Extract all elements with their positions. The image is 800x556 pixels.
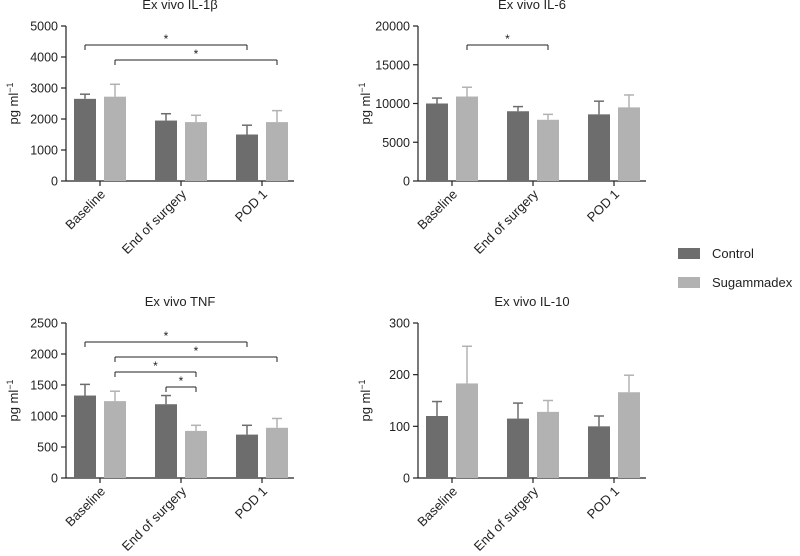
- significance-star: *: [153, 359, 158, 373]
- bar-sugammadex-1: [104, 401, 126, 478]
- chart-title: Ex vivo IL-10: [494, 294, 569, 309]
- bar-control-2: [155, 120, 177, 181]
- x-tick-label: POD 1: [584, 187, 622, 225]
- y-axis-label: pg ml−1: [5, 82, 21, 124]
- bar-control-3: [236, 434, 258, 478]
- y-tick-label: 2000: [30, 348, 58, 362]
- legend-item-sugammadex: Sugammadex: [678, 272, 800, 292]
- legend-label-control: Control: [712, 245, 754, 261]
- y-tick-label: 1500: [30, 379, 58, 393]
- x-tick-label: POD 1: [232, 187, 270, 225]
- y-tick-label: 5000: [30, 20, 58, 34]
- bar-control-2: [507, 418, 529, 478]
- y-tick-label: 4000: [30, 51, 58, 65]
- bar-sugammadex-2: [185, 122, 207, 181]
- y-axis-label: pg ml−1: [357, 379, 373, 421]
- y-tick-label: 20000: [375, 20, 410, 34]
- x-tick-label: Baseline: [414, 187, 460, 233]
- y-tick-label: 200: [389, 368, 410, 382]
- significance-star: *: [505, 32, 510, 46]
- bar-control-3: [236, 134, 258, 181]
- y-tick-label: 1000: [30, 410, 58, 424]
- bar-sugammadex-3: [618, 392, 640, 478]
- bar-sugammadex-2: [185, 430, 207, 478]
- x-tick-label: End of surgery: [119, 483, 190, 554]
- bar-sugammadex-2: [537, 411, 559, 478]
- x-tick-label: Baseline: [414, 484, 460, 530]
- x-tick-label: POD 1: [232, 484, 270, 522]
- x-tick-label: End of surgery: [471, 186, 542, 257]
- significance-star: *: [194, 344, 199, 358]
- y-tick-label: 15000: [375, 58, 410, 72]
- bar-sugammadex-2: [537, 119, 559, 181]
- y-tick-label: 3000: [30, 82, 58, 96]
- y-axis-label: pg ml−1: [5, 379, 21, 421]
- bar-sugammadex-1: [456, 383, 478, 478]
- bar-control-2: [507, 111, 529, 181]
- bar-sugammadex-3: [266, 427, 288, 478]
- y-tick-label: 5000: [382, 136, 410, 150]
- y-tick-label: 0: [51, 175, 58, 189]
- bar-sugammadex-1: [104, 96, 126, 181]
- chart-panel-4: Ex vivo IL-10 pg ml−1 0 100 200 300 Baseline En…: [357, 294, 646, 554]
- bar-control-1: [74, 98, 96, 181]
- bar-sugammadex-3: [266, 122, 288, 181]
- chart-panel-1: Ex vivo IL-1β pg ml−1 0 1000 2000 3000 4000 500…: [5, 0, 294, 257]
- y-tick-label: 2000: [30, 113, 58, 127]
- y-tick-label: 300: [389, 317, 410, 331]
- legend-swatch-sugammadex: [678, 276, 700, 288]
- y-tick-label: 0: [403, 175, 410, 189]
- y-tick-label: 500: [37, 441, 58, 455]
- bar-control-3: [588, 426, 610, 478]
- significance-star: *: [179, 374, 184, 388]
- significance-star: *: [194, 47, 199, 61]
- y-tick-label: 100: [389, 420, 410, 434]
- y-tick-label: 0: [403, 472, 410, 486]
- chart-title: Ex vivo TNF: [145, 294, 216, 309]
- legend-item-control: Control: [678, 243, 800, 263]
- significance-star: *: [164, 329, 169, 343]
- significance-star: *: [164, 32, 169, 46]
- bar-control-1: [426, 103, 448, 181]
- legend-swatch-control: [678, 247, 700, 259]
- bar-control-2: [155, 404, 177, 478]
- x-tick-label: Baseline: [62, 484, 108, 530]
- bar-control-1: [74, 395, 96, 478]
- y-tick-label: 0: [51, 472, 58, 486]
- legend-label-sugammadex: Sugammadex: [712, 274, 793, 290]
- bar-sugammadex-3: [618, 107, 640, 181]
- x-tick-label: End of surgery: [119, 186, 190, 257]
- chart-title: Ex vivo IL-1β: [142, 0, 217, 12]
- y-axis-label: pg ml−1: [357, 82, 373, 124]
- x-tick-label: End of surgery: [471, 483, 542, 554]
- chart-title: Ex vivo IL-6: [498, 0, 566, 12]
- y-tick-label: 10000: [375, 97, 410, 111]
- y-tick-label: 2500: [30, 317, 58, 331]
- bar-control-3: [588, 114, 610, 181]
- y-tick-label: 1000: [30, 144, 58, 158]
- bar-control-1: [426, 416, 448, 478]
- x-tick-label: Baseline: [62, 187, 108, 233]
- legend: Control Sugammadex: [678, 243, 800, 301]
- chart-panel-2: Ex vivo IL-6 pg ml−1 0 5000 10000 15000 20000 B…: [357, 0, 646, 257]
- bar-sugammadex-1: [456, 96, 478, 181]
- chart-panel-3: Ex vivo TNF pg ml−1 0 500 1000 1500 2000 2500 Ba…: [5, 294, 294, 554]
- x-tick-label: POD 1: [584, 484, 622, 522]
